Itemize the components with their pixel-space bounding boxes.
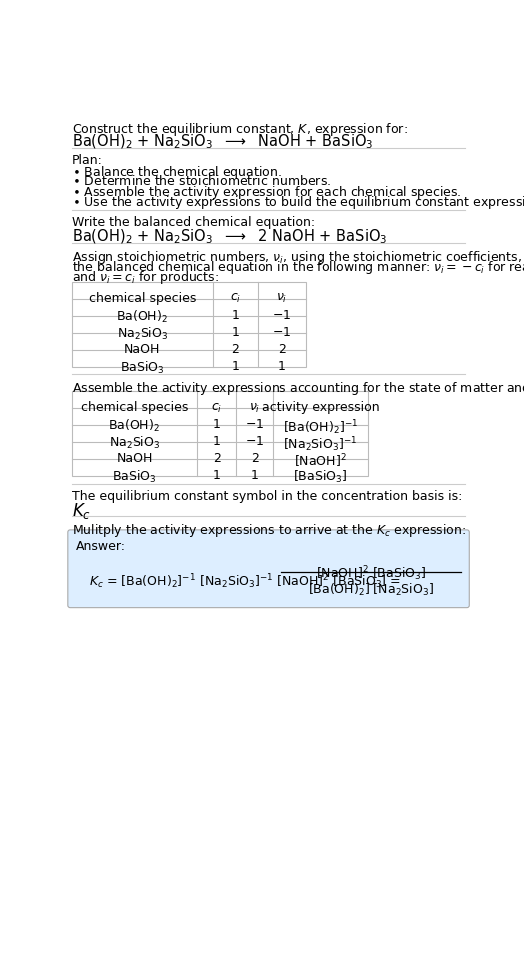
Text: $c_i$: $c_i$ <box>211 401 222 414</box>
Text: chemical species: chemical species <box>81 401 188 414</box>
Text: 1: 1 <box>250 469 258 482</box>
Text: 1: 1 <box>213 435 221 448</box>
Text: [Ba(OH)$_2$] [Na$_2$SiO$_3$]: [Ba(OH)$_2$] [Na$_2$SiO$_3$] <box>308 582 434 597</box>
Text: Ba(OH)$_2$ + Na$_2$SiO$_3$  $\longrightarrow$  2 NaOH + BaSiO$_3$: Ba(OH)$_2$ + Na$_2$SiO$_3$ $\longrightar… <box>72 227 387 246</box>
Text: 2: 2 <box>213 453 221 465</box>
Text: NaOH: NaOH <box>124 343 160 356</box>
Text: 1: 1 <box>278 360 286 373</box>
Text: Plan:: Plan: <box>72 154 103 167</box>
Text: and $\nu_i = c_i$ for products:: and $\nu_i = c_i$ for products: <box>72 269 219 286</box>
Text: activity expression: activity expression <box>261 401 379 414</box>
Text: $-1$: $-1$ <box>272 309 291 323</box>
Text: Write the balanced chemical equation:: Write the balanced chemical equation: <box>72 216 315 230</box>
Text: [NaOH]$^2$: [NaOH]$^2$ <box>294 453 347 470</box>
Text: Mulitply the activity expressions to arrive at the $K_c$ expression:: Mulitply the activity expressions to arr… <box>72 523 466 539</box>
Text: chemical species: chemical species <box>89 292 196 305</box>
Text: $-1$: $-1$ <box>245 435 264 448</box>
Text: $\bullet$ Assemble the activity expression for each chemical species.: $\bullet$ Assemble the activity expressi… <box>72 184 461 201</box>
Text: $\bullet$ Determine the stoichiometric numbers.: $\bullet$ Determine the stoichiometric n… <box>72 174 331 189</box>
Text: $K_c$: $K_c$ <box>72 501 91 521</box>
FancyBboxPatch shape <box>68 530 470 608</box>
Text: $\nu_i$: $\nu_i$ <box>276 292 287 305</box>
Text: Assign stoichiometric numbers, $\nu_i$, using the stoichiometric coefficients, $: Assign stoichiometric numbers, $\nu_i$, … <box>72 249 524 266</box>
Text: Assemble the activity expressions accounting for the state of matter and $\nu_i$: Assemble the activity expressions accoun… <box>72 381 524 397</box>
Text: Answer:: Answer: <box>77 540 126 553</box>
Bar <box>72 391 368 476</box>
Text: Ba(OH)$_2$ + Na$_2$SiO$_3$  $\longrightarrow$  NaOH + BaSiO$_3$: Ba(OH)$_2$ + Na$_2$SiO$_3$ $\longrightar… <box>72 133 373 151</box>
Text: 2: 2 <box>278 343 286 356</box>
Text: $\nu_i$: $\nu_i$ <box>249 401 260 414</box>
Text: $\bullet$ Use the activity expressions to build the equilibrium constant express: $\bullet$ Use the activity expressions t… <box>72 194 524 211</box>
Text: Construct the equilibrium constant, $K$, expression for:: Construct the equilibrium constant, $K$,… <box>72 121 408 138</box>
Text: Na$_2$SiO$_3$: Na$_2$SiO$_3$ <box>116 326 168 342</box>
Text: [BaSiO$_3$]: [BaSiO$_3$] <box>293 469 347 485</box>
Text: 1: 1 <box>213 418 221 432</box>
Text: 1: 1 <box>231 326 239 339</box>
Text: $c_i$: $c_i$ <box>230 292 241 305</box>
Bar <box>72 282 305 367</box>
Text: the balanced chemical equation in the following manner: $\nu_i = -c_i$ for react: the balanced chemical equation in the fo… <box>72 258 524 276</box>
Text: BaSiO$_3$: BaSiO$_3$ <box>120 360 165 376</box>
Text: 1: 1 <box>231 309 239 323</box>
Text: 2: 2 <box>250 453 258 465</box>
Text: $-1$: $-1$ <box>272 326 291 339</box>
Text: [Na$_2$SiO$_3$]$^{-1}$: [Na$_2$SiO$_3$]$^{-1}$ <box>283 435 357 454</box>
Text: [NaOH]$^2$ [BaSiO$_3$]: [NaOH]$^2$ [BaSiO$_3$] <box>316 565 426 583</box>
Text: $-1$: $-1$ <box>245 418 264 432</box>
Text: $K_c$ = [Ba(OH)$_2$]$^{-1}$ [Na$_2$SiO$_3$]$^{-1}$ [NaOH]$^2$ [BaSiO$_3$] =: $K_c$ = [Ba(OH)$_2$]$^{-1}$ [Na$_2$SiO$_… <box>89 572 401 590</box>
Text: 2: 2 <box>231 343 239 356</box>
Text: Ba(OH)$_2$: Ba(OH)$_2$ <box>116 309 168 325</box>
Text: 1: 1 <box>213 469 221 482</box>
Text: 1: 1 <box>231 360 239 373</box>
Text: The equilibrium constant symbol in the concentration basis is:: The equilibrium constant symbol in the c… <box>72 490 462 502</box>
Text: [Ba(OH)$_2$]$^{-1}$: [Ba(OH)$_2$]$^{-1}$ <box>283 418 358 437</box>
Text: $\bullet$ Balance the chemical equation.: $\bullet$ Balance the chemical equation. <box>72 164 282 181</box>
Text: Na$_2$SiO$_3$: Na$_2$SiO$_3$ <box>109 435 160 452</box>
Text: BaSiO$_3$: BaSiO$_3$ <box>112 469 157 485</box>
Text: Ba(OH)$_2$: Ba(OH)$_2$ <box>108 418 160 434</box>
Text: NaOH: NaOH <box>116 453 152 465</box>
